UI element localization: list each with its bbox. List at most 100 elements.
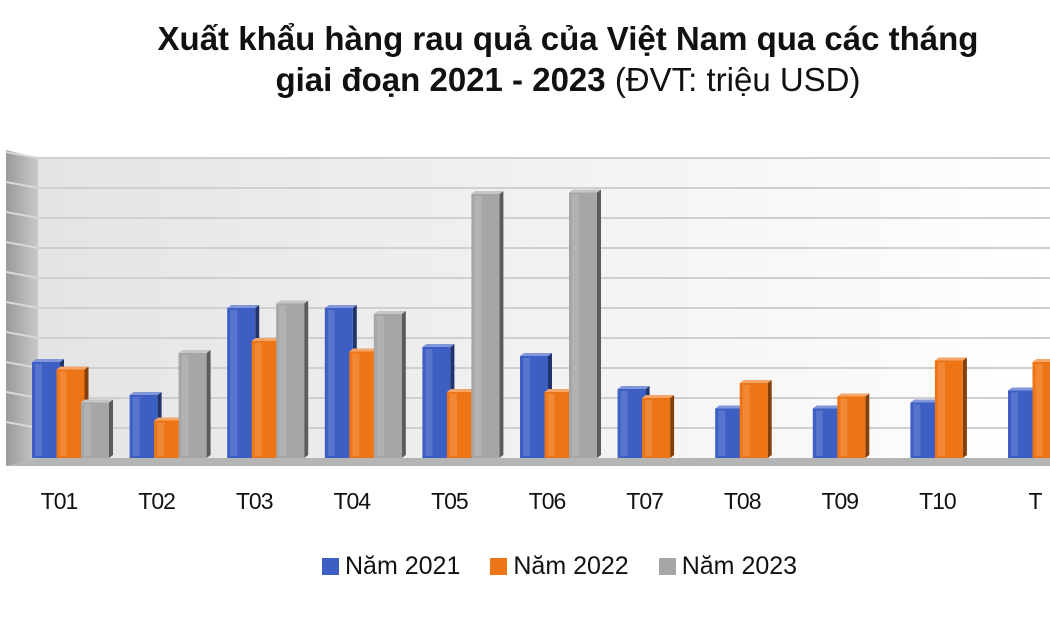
- bar-T09-Năm-2022: [837, 393, 870, 458]
- bar-T-Năm-2021: [1008, 387, 1040, 458]
- legend-swatch-2021: [322, 558, 339, 575]
- side-wall: [6, 150, 38, 466]
- bar-top: [520, 353, 552, 356]
- bar-highlight: [1011, 392, 1018, 456]
- bar-side: [865, 393, 870, 458]
- bar-top: [642, 395, 675, 398]
- bar-top: [715, 405, 748, 409]
- bar-top: [1032, 359, 1050, 362]
- legend-label-2021: Năm 2021: [345, 552, 461, 580]
- x-tick-label: T02: [138, 488, 175, 514]
- side-gridline: [5, 211, 39, 219]
- bar-T01-Năm-2023: [81, 399, 113, 458]
- bar-top: [446, 389, 479, 392]
- bar-T-Năm-2022: [1032, 359, 1050, 458]
- title-line-1: Xuất khẩu hàng rau quả của Việt Nam qua …: [157, 20, 979, 57]
- bar-top: [227, 305, 260, 308]
- bar-side: [401, 311, 406, 458]
- bar-top: [178, 350, 211, 353]
- bar-highlight: [815, 410, 823, 456]
- bar-marks: [32, 189, 1050, 458]
- legend-item-2023: Năm 2023: [658, 552, 797, 581]
- x-tick-label: T09: [821, 488, 858, 514]
- bar-T02-Năm-2023: [178, 350, 211, 458]
- bar-highlight: [474, 196, 482, 456]
- side-gridline: [5, 241, 39, 249]
- bar-highlight: [254, 343, 262, 456]
- legend-item-2022: Năm 2022: [490, 552, 629, 581]
- side-gridline: [5, 301, 39, 309]
- bar-highlight: [937, 362, 945, 456]
- bar-T01-Năm-2021: [32, 359, 64, 458]
- bar-T05-Năm-2021: [422, 344, 455, 458]
- bar-side: [206, 350, 211, 458]
- bar-highlight: [35, 364, 42, 456]
- bar-highlight: [327, 310, 335, 456]
- bar-top: [373, 311, 406, 314]
- side-gridline: [5, 181, 39, 189]
- bar-side: [670, 395, 675, 458]
- bar-highlight: [742, 385, 750, 456]
- x-tick-label: T04: [333, 488, 371, 514]
- bar-top: [617, 386, 650, 389]
- bar-top: [910, 399, 943, 403]
- side-gridline: [5, 331, 39, 339]
- title-unit: (ĐVT: triệu USD): [614, 61, 861, 98]
- bar-top: [276, 300, 309, 304]
- bar-side: [597, 189, 601, 458]
- bar-top: [1008, 387, 1040, 391]
- chart-title: Xuất khẩu hàng rau quả của Việt Nam qua …: [0, 18, 1050, 100]
- floor: [6, 458, 1050, 466]
- bar-side: [304, 300, 309, 458]
- bar-top: [837, 393, 870, 397]
- bar-highlight: [840, 398, 848, 456]
- bar-highlight: [352, 353, 360, 456]
- bar-highlight: [449, 394, 457, 456]
- bar-top: [349, 348, 382, 352]
- bar-T03-Năm-2023: [276, 300, 309, 458]
- legend-swatch-2023: [658, 558, 676, 575]
- bar-T07-Năm-2021: [617, 386, 650, 458]
- bar-highlight: [376, 316, 384, 456]
- bar-top: [569, 189, 601, 193]
- bar-top: [471, 191, 504, 194]
- x-tick-label: T07: [626, 488, 663, 514]
- bar-top: [422, 344, 455, 347]
- bar-highlight: [523, 358, 530, 456]
- bar-T02-Năm-2021: [129, 392, 162, 458]
- legend: Năm 2021 Năm 2022 Năm 2023: [322, 552, 827, 581]
- bar-highlight: [547, 394, 555, 456]
- bar-top: [32, 359, 64, 362]
- bar-top: [324, 305, 357, 308]
- side-gridline: [5, 271, 39, 279]
- x-tick-label: T: [1028, 488, 1042, 514]
- bar-side: [109, 399, 113, 458]
- bar-highlight: [425, 349, 433, 456]
- bar-highlight: [572, 194, 579, 456]
- bar-side: [499, 191, 504, 458]
- bar-top: [812, 405, 845, 409]
- bar-highlight: [620, 391, 628, 456]
- bar-T01-Năm-2022: [56, 366, 89, 458]
- bar-highlight: [132, 397, 140, 456]
- bar-top: [129, 392, 162, 395]
- bar-highlight: [913, 404, 921, 456]
- bar-T02-Năm-2022: [154, 417, 187, 458]
- x-tick-label: T06: [529, 488, 566, 514]
- bar-highlight: [157, 422, 165, 456]
- bar-highlight: [230, 310, 238, 456]
- bar-highlight: [1035, 364, 1043, 456]
- x-tick-label: T05: [431, 488, 468, 514]
- bar-highlight: [645, 400, 653, 456]
- bar-highlight: [718, 410, 726, 456]
- legend-item-2021: Năm 2021: [322, 552, 460, 581]
- bar-top: [81, 399, 113, 403]
- bar-top: [56, 366, 89, 370]
- bar-side: [962, 357, 967, 458]
- title-line-2: giai đoạn 2021 - 2023 (ĐVT: triệu USD): [275, 61, 861, 98]
- x-tick-label: T08: [724, 488, 761, 514]
- x-axis-tick-labels: T01 T02 T03 T04 T05 T06 T07 T08 T09 T10 T: [41, 488, 1044, 514]
- x-tick-label: T10: [919, 488, 956, 514]
- x-tick-label: T01: [41, 488, 78, 514]
